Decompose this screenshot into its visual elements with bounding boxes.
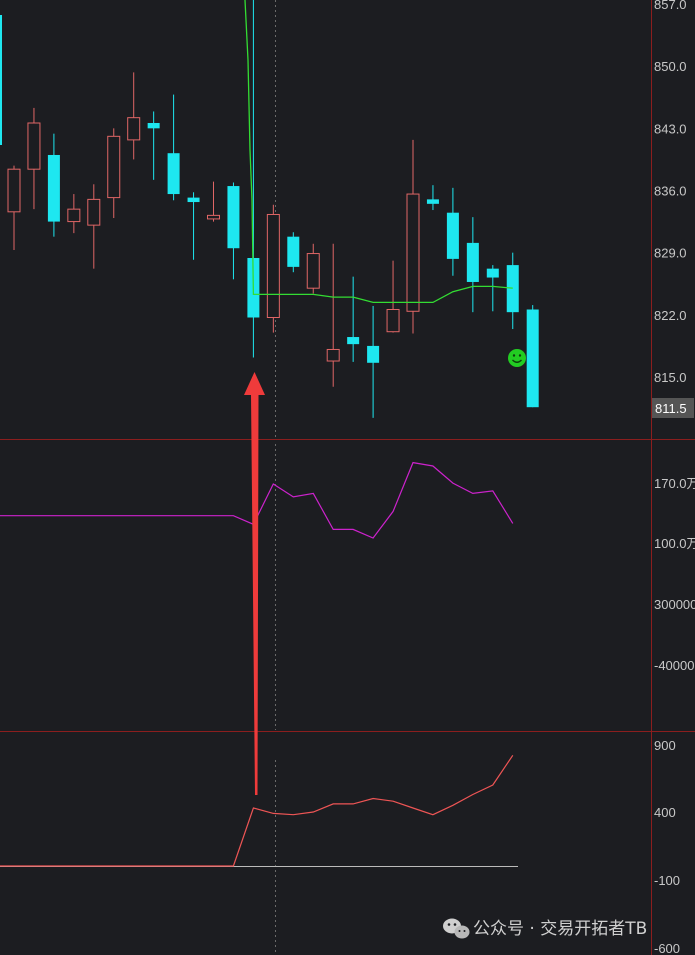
indicator-tick-label: -600 (654, 941, 680, 955)
candle-body (167, 153, 180, 195)
candle (47, 133, 60, 237)
volume-tick-label: 170.0万 (654, 476, 695, 491)
candle-body (386, 309, 400, 333)
price-tick-label: 815.0 (654, 370, 687, 385)
last-price-value: 811.5 (655, 401, 687, 416)
candle (367, 305, 380, 418)
price-tick-label: 829.0 (654, 246, 687, 261)
volume-tick-label: -400000 (654, 658, 695, 673)
candle-body (287, 236, 300, 267)
candle-body (426, 199, 439, 204)
candle (426, 185, 439, 211)
candle-body (147, 123, 160, 129)
candle (347, 276, 360, 362)
candle (466, 217, 479, 313)
candle-body (67, 208, 81, 223)
candle (87, 184, 101, 269)
candle-body (87, 198, 101, 226)
watermark-text: 公众号 · 交易开拓者TB (473, 919, 647, 939)
wechat-icon (443, 918, 470, 939)
candle (526, 305, 539, 408)
candle-body (347, 337, 360, 345)
arrow-annotation (244, 372, 265, 795)
candle (386, 260, 400, 333)
indicator-series-line (0, 754, 514, 867)
candle-body (27, 122, 41, 170)
candle (27, 107, 41, 210)
price-tick-label: 857.0 (654, 0, 687, 12)
candle-body (47, 154, 60, 222)
candle (486, 265, 499, 312)
candle (306, 243, 320, 294)
candle (67, 194, 81, 234)
price-tick-label: 822.0 (654, 308, 687, 323)
candle-body (326, 348, 340, 362)
candle (446, 187, 459, 276)
volume-series-line (0, 461, 514, 539)
price-tick-label: 836.0 (654, 184, 687, 199)
candle-body (406, 193, 420, 312)
candle (147, 111, 160, 180)
candle-body (266, 213, 280, 318)
indicator-tick-label: 900 (654, 738, 676, 753)
candle (406, 139, 420, 334)
candle-body (7, 168, 21, 213)
candle-body (486, 268, 499, 278)
candle (326, 243, 340, 387)
candle (7, 165, 21, 251)
candle-body (187, 197, 200, 203)
volume-tick-label: 300000 (654, 597, 695, 612)
candle-body (506, 265, 519, 313)
candle-body (367, 345, 380, 363)
candle-body (107, 135, 121, 199)
candle (167, 94, 180, 201)
candles (7, 0, 539, 418)
candle-body (127, 117, 141, 141)
moving-average-line (244, 0, 513, 304)
candle (207, 181, 220, 222)
candle-body (446, 212, 459, 259)
price-tick-label: 850.0 (654, 59, 687, 74)
price-axis: 857.0 850.0 843.0 836.0 829.0 822.0 815.0 (654, 0, 687, 385)
indicator-tick-label: -100 (654, 873, 680, 888)
candle (227, 182, 240, 280)
volume-axis: 170.0万 100.0万 300000 -400000 (654, 476, 695, 673)
candle-body (227, 186, 240, 249)
candle-body (207, 214, 220, 220)
candle (266, 204, 280, 333)
candle (127, 72, 141, 160)
price-tick-label: 843.0 (654, 121, 687, 136)
candle (187, 192, 200, 260)
smiley-icon (508, 349, 526, 367)
indicator-axis: 900 400 -100 -600 (654, 738, 680, 955)
candle-body (466, 242, 479, 282)
indicator-tick-label: 400 (654, 805, 676, 820)
candle (506, 252, 519, 330)
volume-tick-label: 100.0万 (654, 536, 695, 551)
last-price-tag (652, 398, 694, 418)
watermark: 公众号 · 交易开拓者TB (443, 918, 647, 939)
candle-body (526, 309, 539, 408)
candle (107, 128, 121, 219)
candle (287, 232, 300, 273)
candle-body (306, 253, 320, 289)
